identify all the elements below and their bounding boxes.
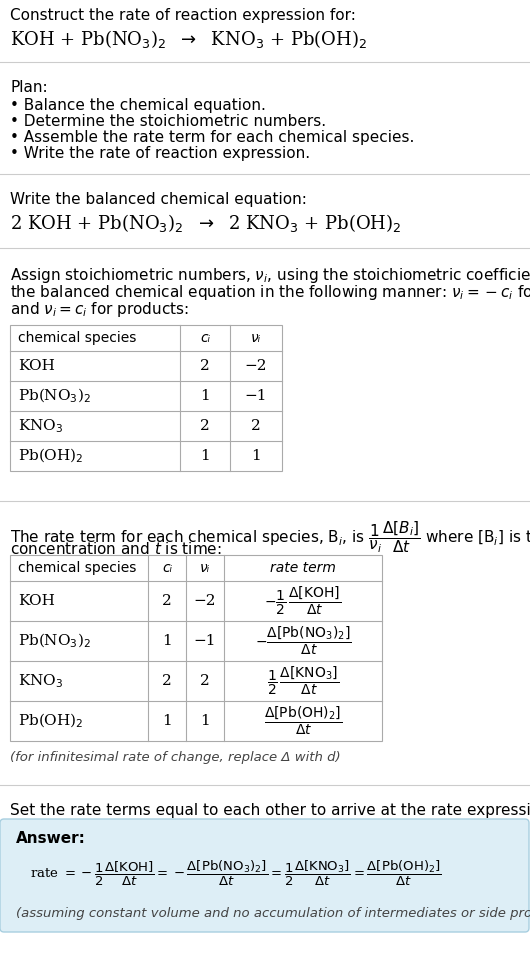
Text: • Balance the chemical equation.: • Balance the chemical equation.	[10, 98, 266, 113]
Text: 2: 2	[251, 419, 261, 433]
Text: Set the rate terms equal to each other to arrive at the rate expression:: Set the rate terms equal to each other t…	[10, 803, 530, 818]
Text: −1: −1	[245, 389, 267, 403]
Text: Assign stoichiometric numbers, $\nu_i$, using the stoichiometric coefficients, $: Assign stoichiometric numbers, $\nu_i$, …	[10, 266, 530, 285]
Text: Pb(NO$_3$)$_2$: Pb(NO$_3$)$_2$	[18, 631, 91, 650]
Text: 2: 2	[200, 674, 210, 688]
Text: −2: −2	[194, 594, 216, 608]
Text: 2: 2	[162, 594, 172, 608]
Text: 1: 1	[200, 714, 210, 728]
Text: chemical species: chemical species	[18, 561, 136, 575]
Text: 1: 1	[162, 714, 172, 728]
Text: rate term: rate term	[270, 561, 336, 575]
Text: KNO$_3$: KNO$_3$	[18, 417, 63, 435]
Text: • Write the rate of reaction expression.: • Write the rate of reaction expression.	[10, 146, 310, 161]
Text: Plan:: Plan:	[10, 80, 48, 95]
Text: −2: −2	[245, 359, 267, 373]
Text: • Assemble the rate term for each chemical species.: • Assemble the rate term for each chemic…	[10, 130, 414, 145]
Text: Pb(OH)$_2$: Pb(OH)$_2$	[18, 447, 84, 466]
Text: 1: 1	[162, 634, 172, 648]
Text: KOH: KOH	[18, 359, 55, 373]
Text: (assuming constant volume and no accumulation of intermediates or side products): (assuming constant volume and no accumul…	[16, 907, 530, 920]
Text: Answer:: Answer:	[16, 831, 86, 846]
Text: The rate term for each chemical species, B$_i$, is $\dfrac{1}{\nu_i}\dfrac{\Delt: The rate term for each chemical species,…	[10, 519, 530, 554]
Text: −1: −1	[194, 634, 216, 648]
Text: $\dfrac{1}{2}\,\dfrac{\Delta[\mathrm{KNO_3}]}{\Delta t}$: $\dfrac{1}{2}\,\dfrac{\Delta[\mathrm{KNO…	[267, 665, 339, 697]
Text: the balanced chemical equation in the following manner: $\nu_i = -c_i$ for react: the balanced chemical equation in the fo…	[10, 283, 530, 302]
Bar	[10, 325, 282, 471]
Text: 2: 2	[200, 419, 210, 433]
Text: Construct the rate of reaction expression for:: Construct the rate of reaction expressio…	[10, 8, 356, 23]
Text: $-\dfrac{1}{2}\,\dfrac{\Delta[\mathrm{KOH}]}{\Delta t}$: $-\dfrac{1}{2}\,\dfrac{\Delta[\mathrm{KO…	[264, 585, 342, 617]
FancyBboxPatch shape	[0, 819, 529, 932]
Text: Pb(NO$_3$)$_2$: Pb(NO$_3$)$_2$	[18, 386, 91, 405]
Text: 2: 2	[162, 674, 172, 688]
Text: rate $= -\dfrac{1}{2}\dfrac{\Delta[\mathrm{KOH}]}{\Delta t} = -\dfrac{\Delta[\ma: rate $= -\dfrac{1}{2}\dfrac{\Delta[\math…	[30, 859, 441, 888]
Text: 1: 1	[200, 449, 210, 463]
Text: KOH + Pb(NO$_3$)$_2$  $\rightarrow$  KNO$_3$ + Pb(OH)$_2$: KOH + Pb(NO$_3$)$_2$ $\rightarrow$ KNO$_…	[10, 28, 367, 50]
Text: and $\nu_i = c_i$ for products:: and $\nu_i = c_i$ for products:	[10, 300, 189, 319]
Text: concentration and $t$ is time:: concentration and $t$ is time:	[10, 541, 222, 557]
Text: chemical species: chemical species	[18, 331, 136, 345]
Text: Pb(OH)$_2$: Pb(OH)$_2$	[18, 712, 84, 730]
Text: 1: 1	[251, 449, 261, 463]
Text: KOH: KOH	[18, 594, 55, 608]
Text: • Determine the stoichiometric numbers.: • Determine the stoichiometric numbers.	[10, 114, 326, 129]
Text: 2 KOH + Pb(NO$_3$)$_2$  $\rightarrow$  2 KNO$_3$ + Pb(OH)$_2$: 2 KOH + Pb(NO$_3$)$_2$ $\rightarrow$ 2 K…	[10, 212, 402, 234]
Text: νᵢ: νᵢ	[200, 561, 210, 575]
Text: νᵢ: νᵢ	[251, 331, 261, 345]
Text: (for infinitesimal rate of change, replace Δ with d): (for infinitesimal rate of change, repla…	[10, 751, 341, 764]
Text: KNO$_3$: KNO$_3$	[18, 672, 63, 690]
Text: $\dfrac{\Delta[\mathrm{Pb(OH)_2}]}{\Delta t}$: $\dfrac{\Delta[\mathrm{Pb(OH)_2}]}{\Delt…	[264, 705, 342, 737]
Bar	[10, 555, 382, 741]
Text: 2: 2	[200, 359, 210, 373]
Text: Write the balanced chemical equation:: Write the balanced chemical equation:	[10, 192, 307, 207]
Text: 1: 1	[200, 389, 210, 403]
Text: $-\dfrac{\Delta[\mathrm{Pb(NO_3)_2}]}{\Delta t}$: $-\dfrac{\Delta[\mathrm{Pb(NO_3)_2}]}{\D…	[254, 625, 351, 657]
Text: cᵢ: cᵢ	[200, 331, 210, 345]
Text: cᵢ: cᵢ	[162, 561, 172, 575]
